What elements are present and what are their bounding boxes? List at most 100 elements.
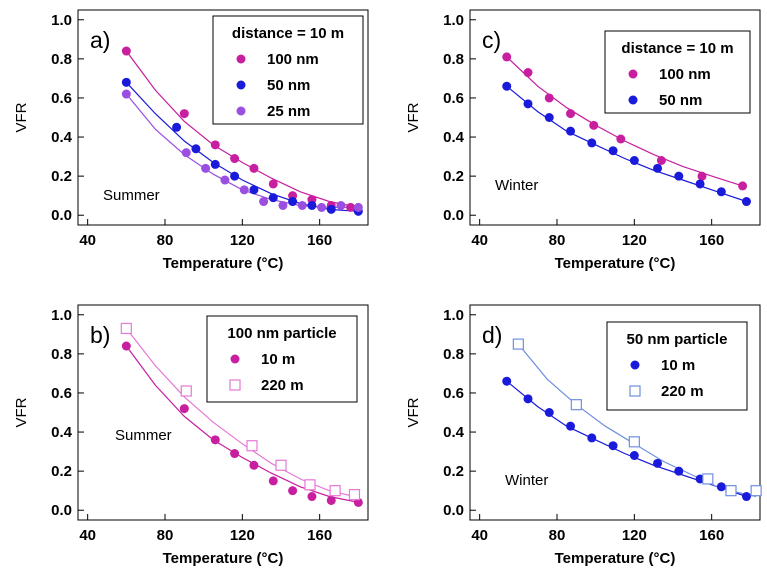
y-tick-label: 0.4 xyxy=(443,129,465,146)
data-point xyxy=(268,179,278,189)
legend-marker xyxy=(229,379,241,391)
data-point xyxy=(307,492,317,502)
data-point xyxy=(502,52,512,62)
data-point xyxy=(121,46,131,56)
data-point xyxy=(268,193,278,203)
y-tick-label: 0.0 xyxy=(51,207,72,224)
data-point xyxy=(121,341,131,351)
season-annotation: Winter xyxy=(495,177,538,194)
data-point xyxy=(172,122,182,132)
data-point xyxy=(307,200,317,210)
legend-box xyxy=(212,15,364,125)
data-point xyxy=(544,93,554,103)
data-point xyxy=(297,200,307,210)
data-point xyxy=(566,421,576,431)
data-point xyxy=(629,156,639,165)
y-tick-label: 0.6 xyxy=(51,385,72,402)
x-tick-label: 80 xyxy=(549,232,566,249)
y-tick-label: 0.4 xyxy=(51,129,73,146)
data-point xyxy=(570,399,582,411)
fit-line-220m xyxy=(125,328,355,498)
y-axis-title: VFR xyxy=(13,397,30,427)
y-tick-label: 0.6 xyxy=(51,90,72,107)
legend: distance = 10 m 100 nm 50 nm 25 nm xyxy=(212,15,364,125)
legend-label: 100 nm xyxy=(659,66,711,83)
data-point xyxy=(512,338,524,350)
y-tick-label: 1.0 xyxy=(443,307,464,324)
legend-label: 220 m xyxy=(261,377,304,394)
data-point xyxy=(544,408,554,417)
data-point xyxy=(616,134,626,144)
plot-frame xyxy=(77,304,369,521)
data-point xyxy=(268,476,278,486)
y-tick-label: 1.0 xyxy=(51,12,72,29)
x-axis-title: Temperature (°C) xyxy=(163,550,284,567)
x-tick-label: 80 xyxy=(549,527,566,544)
data-point xyxy=(716,187,726,197)
panel-d: 0.0 0.2 0.4 0.6 0.8 1.0 40 80 120 160 Temperature … xyxy=(405,304,762,567)
data-point xyxy=(628,436,640,448)
data-point xyxy=(523,99,533,109)
x-tick-label: 80 xyxy=(157,232,174,249)
y-tick-label: 0.2 xyxy=(443,168,464,185)
season-annotation: Summer xyxy=(115,427,172,444)
y-tick-label: 0.0 xyxy=(443,502,464,519)
x-tick-label: 160 xyxy=(699,527,724,544)
data-point xyxy=(201,163,211,173)
data-point xyxy=(121,89,131,99)
legend-marker xyxy=(630,360,640,370)
data-point xyxy=(326,495,336,505)
y-tick-label: 0.4 xyxy=(51,424,73,441)
data-point xyxy=(329,485,341,497)
data-point xyxy=(502,376,512,386)
y-tick-label: 0.8 xyxy=(51,51,72,68)
data-point xyxy=(278,200,288,210)
plot-frame xyxy=(469,304,761,521)
panel-label: a) xyxy=(90,27,110,53)
data-point xyxy=(191,144,201,154)
legend-marker xyxy=(230,354,240,364)
x-tick-label: 40 xyxy=(471,527,488,544)
x-tick-label: 40 xyxy=(79,527,96,544)
data-point xyxy=(288,486,298,496)
data-point xyxy=(239,185,249,195)
legend-marker xyxy=(236,106,246,116)
data-point xyxy=(249,185,259,195)
legend-label: 50 nm xyxy=(659,92,702,109)
data-point xyxy=(608,441,618,451)
data-point xyxy=(725,485,737,497)
y-tick-label: 0.6 xyxy=(443,90,464,107)
data-point xyxy=(230,171,240,181)
legend: 100 nm particle 10 m 220 m xyxy=(206,315,358,403)
legend-marker xyxy=(236,80,246,90)
y-tick-label: 1.0 xyxy=(51,307,72,324)
x-axis-title: Temperature (°C) xyxy=(555,255,676,272)
data-point xyxy=(738,181,748,191)
data-point xyxy=(653,163,663,173)
x-tick-label: 120 xyxy=(622,527,647,544)
data-point xyxy=(348,488,361,501)
panel-c: 0.0 0.2 0.4 0.6 0.8 1.0 40 80 120 160 Temperature … xyxy=(405,9,761,272)
legend-label: 100 nm xyxy=(267,51,319,68)
y-tick-label: 0.2 xyxy=(51,168,72,185)
data-point xyxy=(544,113,554,122)
legend-marker xyxy=(628,69,638,79)
data-point xyxy=(179,404,189,414)
data-point xyxy=(181,148,191,158)
x-tick-label: 120 xyxy=(622,232,647,249)
x-tick-label: 160 xyxy=(307,527,332,544)
data-point xyxy=(121,77,131,87)
fit-line-100nm xyxy=(125,50,359,208)
legend-label: 10 m xyxy=(261,351,295,368)
data-point xyxy=(249,460,259,470)
data-point xyxy=(697,171,707,181)
data-point xyxy=(629,451,639,460)
data-point xyxy=(589,120,599,130)
panel-a: 0.0 0.2 0.4 0.6 0.8 1.0 40 80 120 160 Temperature … xyxy=(13,9,369,272)
y-tick-label: 0.2 xyxy=(443,463,464,480)
y-tick-label: 0.8 xyxy=(443,51,464,68)
panel-label: c) xyxy=(482,27,501,53)
data-point xyxy=(741,197,751,207)
data-point xyxy=(317,202,327,212)
